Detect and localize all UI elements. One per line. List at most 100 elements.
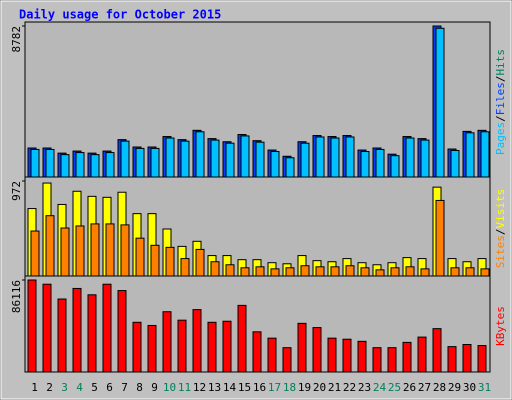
legend-separator: / <box>494 115 507 122</box>
bar <box>330 137 340 179</box>
legend-entry: Files <box>494 82 507 115</box>
bar <box>192 309 202 373</box>
bar <box>117 290 127 373</box>
x-tick-label: 22 <box>343 381 356 394</box>
x-tick-label: 16 <box>253 381 266 394</box>
bar <box>285 267 295 277</box>
y-tick-label: 86116 <box>10 280 23 313</box>
bar <box>57 298 67 373</box>
x-tick-label: 28 <box>433 381 446 394</box>
bar <box>150 147 160 179</box>
bar <box>210 261 220 277</box>
legend-separator: / <box>494 229 507 236</box>
bar <box>315 136 325 179</box>
bar <box>390 267 400 277</box>
bar <box>252 331 262 373</box>
bar <box>225 142 235 179</box>
bar <box>102 283 112 373</box>
x-tick-label: 12 <box>193 381 206 394</box>
bar <box>300 265 310 277</box>
bar <box>72 287 82 373</box>
bar <box>390 155 400 179</box>
x-tick-label: 2 <box>46 381 53 394</box>
bar <box>282 347 292 373</box>
bar <box>75 225 85 277</box>
bar <box>357 340 367 373</box>
bar <box>240 135 250 179</box>
bar <box>90 223 100 277</box>
bar <box>435 199 445 277</box>
bar <box>330 266 340 277</box>
bar <box>267 337 277 373</box>
bar <box>222 320 232 373</box>
x-tick-label: 18 <box>283 381 296 394</box>
bar <box>432 328 442 373</box>
bar <box>297 322 307 373</box>
bar <box>132 321 142 373</box>
bar <box>420 139 430 179</box>
bar <box>480 268 490 277</box>
x-tick-label: 25 <box>388 381 401 394</box>
bar <box>165 137 175 179</box>
x-tick-label: 9 <box>151 381 158 394</box>
bar <box>420 268 430 277</box>
bar <box>225 264 235 277</box>
bar <box>447 346 457 373</box>
bar <box>345 265 355 277</box>
x-tick-label: 3 <box>61 381 68 394</box>
legend: Sites/Visits <box>494 189 507 269</box>
x-tick-label: 31 <box>478 381 491 394</box>
x-tick-label: 13 <box>208 381 221 394</box>
bar <box>360 267 370 277</box>
legend-entry: Sites <box>494 235 507 268</box>
bar <box>465 132 475 179</box>
bar <box>135 147 145 179</box>
bar <box>360 151 370 179</box>
bar <box>342 338 352 373</box>
bar <box>402 341 412 373</box>
bar <box>405 266 415 277</box>
bar <box>207 321 217 373</box>
legend-entry: Visits <box>494 189 507 229</box>
bar <box>60 227 70 277</box>
bar <box>60 154 70 179</box>
legend-entry: Hits <box>494 49 507 76</box>
x-tick-label: 14 <box>223 381 237 394</box>
bar <box>45 215 55 277</box>
bar <box>327 337 337 373</box>
bar <box>285 157 295 179</box>
x-tick-label: 5 <box>91 381 98 394</box>
bar <box>255 266 265 277</box>
bar <box>195 248 205 277</box>
bar <box>462 344 472 373</box>
x-tick-label: 4 <box>76 381 83 394</box>
legend-entry: Pages <box>494 122 507 155</box>
x-tick-label: 10 <box>163 381 176 394</box>
bar <box>315 266 325 277</box>
bar <box>270 268 280 277</box>
bar <box>105 152 115 179</box>
chart-title: Daily usage for October 2015 <box>19 8 221 22</box>
x-tick-label: 11 <box>178 381 191 394</box>
bar <box>147 324 157 373</box>
legend: Pages/Files/Hits <box>494 49 507 155</box>
y-tick-label: 8782 <box>10 26 23 53</box>
bar <box>477 345 487 373</box>
bar <box>375 269 385 277</box>
bar <box>270 151 280 179</box>
bar <box>450 267 460 277</box>
x-tick-label: 7 <box>121 381 128 394</box>
x-tick-label: 29 <box>448 381 461 394</box>
bar <box>417 336 427 373</box>
bar <box>240 267 250 277</box>
bar <box>87 294 97 373</box>
bar <box>105 223 115 277</box>
bar <box>27 279 37 373</box>
bar <box>450 149 460 179</box>
bar <box>45 148 55 179</box>
bar <box>345 136 355 179</box>
bar <box>90 154 100 179</box>
x-tick-label: 19 <box>298 381 311 394</box>
